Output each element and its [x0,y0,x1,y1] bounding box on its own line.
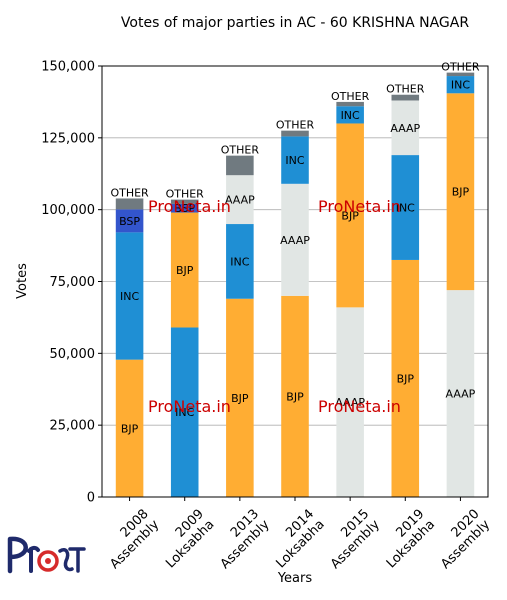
segment-label: OTHER [276,119,315,132]
segment-label: BJP [397,372,415,385]
watermarks: ProNeta.in ProNeta.in ProNeta.in ProNeta.in [148,197,401,416]
y-tick-label: 25,000 [50,419,96,434]
segment-label: BJP [452,186,470,199]
bar-segment-inc [226,224,254,299]
bar-segment-inc [115,232,144,360]
y-tick-label: 75,000 [50,275,96,290]
segment-label: BJP [121,422,139,435]
bar-segment-inc [281,136,309,184]
bar-segment-aaap [336,307,364,497]
segment-label: BJP [176,264,194,277]
bar-segment-other [281,130,309,137]
x-tick-label: 2019Loksabha [373,507,438,572]
bar-segment-bjp [391,259,420,497]
bar-segment-bjp [226,298,254,497]
bar-segment-other [391,94,420,101]
bars [115,72,475,497]
segment-label: AAAP [280,234,310,247]
segment-label: AAAP [390,122,420,135]
watermark: ProNeta.in [318,197,401,216]
y-tick-label: 0 [87,491,95,506]
y-tick-label: 100,000 [41,203,95,218]
bar-segment-bjp [336,123,364,308]
segment-label: AAAP [335,396,365,409]
x-tick-label: 2009Loksabha [153,507,218,572]
bar-segment-aaap [281,183,309,296]
segment-label: INC [451,79,470,92]
proneta-logo [7,536,86,574]
bar-segment-aaap [446,290,475,497]
x-tick-label: 2013Assembly [207,506,273,572]
segment-label: INC [230,255,249,268]
y-tick-labels: 0 25,000 50,000 75,000 100,000 125,000 150,000 [41,60,102,506]
segment-label: OTHER [386,83,425,96]
x-tick-label: 2014Loksabha [263,507,328,572]
bar-segment-other [446,72,475,77]
bar-segment-bjp [281,295,309,497]
segment-label: INC [396,202,415,215]
bar-segment-other [170,199,199,204]
x-tick-label: 2015Assembly [317,506,383,572]
bar-segment-aaap [226,175,254,225]
watermark: ProNeta.in [148,397,231,416]
bar-segment-aaap [391,100,420,156]
segment-label: INC [341,109,360,122]
x-tick-labels: 2008Assembly 2009Loksabha 2013Assembly 2014… [97,497,494,572]
y-tick-label: 50,000 [50,347,96,362]
bar-segment-bjp [446,93,475,291]
segment-label: BSP [119,215,140,228]
bar-segment-bjp [115,359,144,497]
bar-segment-other [336,101,364,107]
segment-label: OTHER [110,186,149,199]
bar-segment-inc [336,106,364,124]
segment-label: INC [285,154,304,167]
bar-segment-bsp [115,209,144,233]
segment-label: OTHER [221,144,260,157]
bar-segment-other [115,198,144,210]
x-axis-label: Years [277,571,313,586]
bar-segment-bjp [170,212,199,328]
y-tick-label: 150,000 [41,60,95,75]
segment-label: BJP [286,390,304,403]
y-tick-label: 125,000 [41,131,95,146]
bar-segment-inc [170,327,199,497]
segment-label: AAAP [225,194,255,207]
x-tick-label: 2020Assembly [428,506,494,572]
segment-label: BSP [174,202,195,215]
watermark: ProNeta.in [148,197,231,216]
segment-label: OTHER [441,61,480,74]
bar-segment-inc [391,155,420,260]
bar-segment-inc [446,76,475,94]
chart-title: Votes of major parties in AC - 60 KRISHN… [121,15,469,31]
y-axis-label: Votes [15,263,30,299]
x-tick-label: 2008Assembly [97,506,163,572]
segment-label: AAAP [446,388,476,401]
segment-label: BJP [231,392,249,405]
bar-segment-bsp [170,203,199,213]
watermark: ProNeta.in [318,397,401,416]
segment-label: INC [175,406,194,419]
segment-label: BJP [341,209,359,222]
segment-labels: BJPINCBSPOTHERINCBJPBSPOTHERBJPINCAAAPOT… [110,61,479,436]
segment-label: OTHER [331,90,370,103]
segment-label: OTHER [166,188,205,201]
bar-segment-other [226,155,254,176]
segment-label: INC [120,290,139,303]
